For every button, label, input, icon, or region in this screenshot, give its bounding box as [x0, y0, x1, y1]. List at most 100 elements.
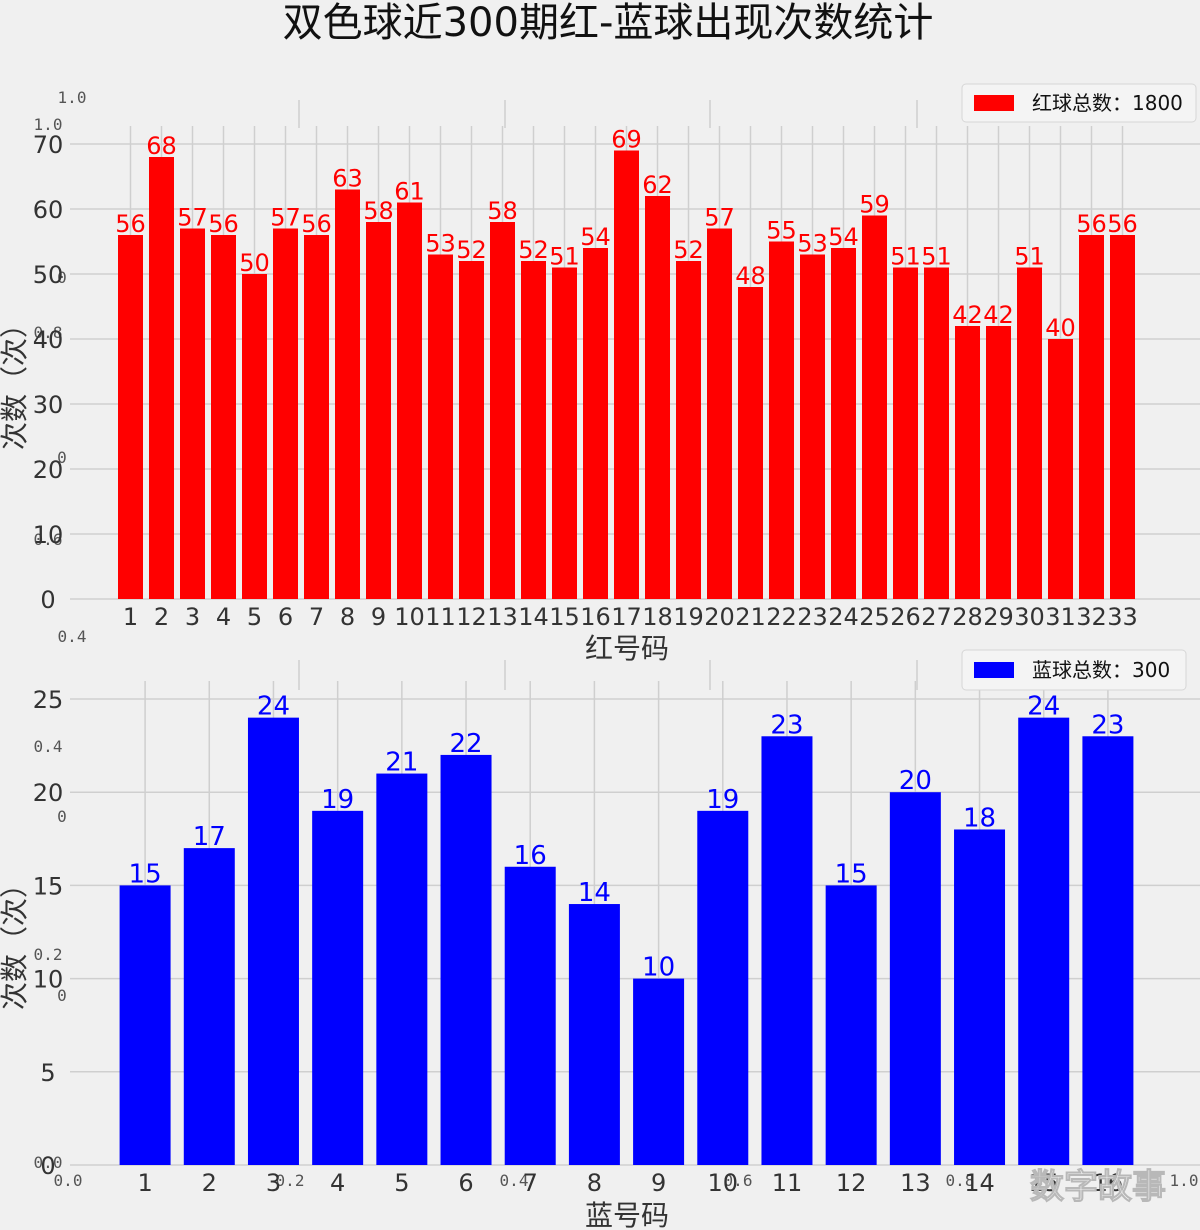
- blue-bar-value-label: 22: [449, 729, 482, 759]
- ghost-tick-label: 1.0: [1170, 1171, 1199, 1190]
- blue-ball-chart: 0 5 10 15 20 25 15 1 17 2 24 3 19 4 21 5 22 6 16 7 14 8 10 9 19 1…: [0, 649, 1200, 1230]
- red-bar-value-label: 61: [394, 178, 425, 206]
- figure-title: 双色球近300期红-蓝球出现次数统计: [283, 0, 934, 46]
- red-bar-value-label: 40: [1045, 314, 1076, 342]
- blue-y-tick-label: 5: [40, 1059, 55, 1087]
- red-bar-value-label: 68: [146, 132, 177, 160]
- blue-x-tick-label: 13: [900, 1169, 931, 1197]
- red-x-tick-label: 2: [154, 603, 169, 631]
- blue-bar: [247, 717, 299, 1165]
- red-bar: [1079, 235, 1104, 599]
- red-y-tick-label: 0: [40, 586, 55, 614]
- blue-bar-value-label: 18: [963, 803, 996, 833]
- ghost-tick-label: 0.0: [34, 1153, 63, 1172]
- red-bar-value-label: 42: [952, 301, 983, 329]
- red-bar-value-label: 59: [859, 191, 890, 219]
- blue-bar: [825, 885, 877, 1165]
- red-bar: [211, 235, 236, 599]
- blue-x-tick-label: 8: [587, 1169, 602, 1197]
- blue-bar-value-label: 21: [385, 748, 418, 778]
- red-x-tick-label: 10: [394, 603, 425, 631]
- red-x-tick-label: 17: [611, 603, 642, 631]
- red-bar: [924, 267, 949, 599]
- red-bar: [397, 202, 422, 599]
- red-x-tick-label: 22: [766, 603, 797, 631]
- red-bar: [459, 261, 484, 599]
- red-bar-value-label: 69: [611, 126, 642, 154]
- red-y-tick-label: 10: [33, 521, 64, 549]
- blue-legend-box: [961, 649, 1187, 691]
- blue-x-tick-label: 3: [266, 1169, 281, 1197]
- blue-bar: [440, 754, 492, 1165]
- red-x-tick-label: 11: [425, 603, 456, 631]
- blue-bar: [1018, 717, 1070, 1165]
- blue-bar-value-label: 14: [578, 878, 611, 908]
- red-y-axis-label: 次数（次）: [0, 310, 31, 450]
- red-x-tick-label: 30: [1014, 603, 1045, 631]
- ghost-tick-label: 0.4: [34, 737, 63, 756]
- red-bar: [273, 228, 298, 599]
- red-bar: [986, 326, 1011, 599]
- blue-y-tick-label: 10: [33, 966, 64, 994]
- blue-x-tick-label: 16: [1093, 1169, 1124, 1197]
- blue-bar: [954, 829, 1006, 1165]
- blue-bar-value-label: 19: [706, 785, 739, 815]
- red-bar: [893, 267, 918, 599]
- red-x-tick-label: 20: [704, 603, 735, 631]
- red-bar-value-label: 56: [1107, 210, 1138, 238]
- blue-legend: 蓝球总数：300: [961, 649, 1187, 691]
- red-bar-value-label: 52: [518, 236, 549, 264]
- red-x-tick-label: 32: [1076, 603, 1107, 631]
- ghost-tick-label: 0.8: [946, 1171, 975, 1190]
- red-x-tick-label: 3: [185, 603, 200, 631]
- red-bar-value-label: 56: [115, 210, 146, 238]
- ghost-tick-label: 1.0: [58, 88, 87, 107]
- blue-x-axis-label: 蓝号码: [585, 1199, 669, 1230]
- red-bar: [521, 261, 546, 599]
- red-bar-value-label: 51: [890, 243, 921, 271]
- blue-bar-value-label: 17: [193, 822, 226, 852]
- red-bar: [831, 248, 856, 599]
- red-x-axis-label: 红号码: [585, 632, 669, 665]
- ghost-tick-label: 0.2: [276, 1171, 305, 1190]
- red-bar-value-label: 53: [425, 230, 456, 258]
- red-bar-value-label: 62: [642, 171, 673, 199]
- ghost-tick-label: 0: [57, 807, 67, 826]
- red-bar: [335, 189, 360, 599]
- red-y-tick-label: 70: [33, 131, 64, 159]
- blue-x-tick-label: 10: [708, 1169, 739, 1197]
- blue-x-tick-label: 12: [836, 1169, 867, 1197]
- red-bar: [180, 228, 205, 599]
- red-bar: [614, 150, 639, 599]
- red-bar: [800, 254, 825, 599]
- red-bar-value-label: 58: [363, 197, 394, 225]
- red-x-tick-label: 14: [518, 603, 549, 631]
- red-bar-value-label: 52: [456, 236, 487, 264]
- red-bar: [428, 254, 453, 599]
- red-bar: [862, 215, 887, 599]
- ghost-tick-label: 0.6: [724, 1171, 753, 1190]
- blue-bar: [697, 810, 749, 1165]
- blue-bar: [504, 866, 556, 1165]
- red-bar: [118, 235, 143, 599]
- blue-bar: [761, 736, 813, 1165]
- blue-bar-value-label: 24: [257, 692, 290, 722]
- blue-bar: [376, 773, 428, 1165]
- blue-legend-swatch: [974, 662, 1014, 678]
- blue-bar-value-label: 23: [1091, 710, 1124, 740]
- red-bar: [676, 261, 701, 599]
- underlying-axes-ticks: 1.01.000.800.60.40.400.200.00.0 0.2 0.4 0.6…: [34, 88, 1199, 1190]
- red-x-tick-label: 28: [952, 603, 983, 631]
- red-x-tick-label: 4: [216, 603, 231, 631]
- red-y-tick-label: 60: [33, 196, 64, 224]
- red-x-tick-label: 16: [580, 603, 611, 631]
- blue-x-tick-label: 15: [1028, 1169, 1059, 1197]
- red-bar-value-label: 51: [1014, 243, 1045, 271]
- watermark-text: 数字故事: [1030, 1167, 1166, 1207]
- red-bar: [490, 222, 515, 599]
- red-bar-value-label: 54: [580, 223, 611, 251]
- blue-bar: [1082, 736, 1134, 1165]
- red-y-tick-label: 50: [33, 261, 64, 289]
